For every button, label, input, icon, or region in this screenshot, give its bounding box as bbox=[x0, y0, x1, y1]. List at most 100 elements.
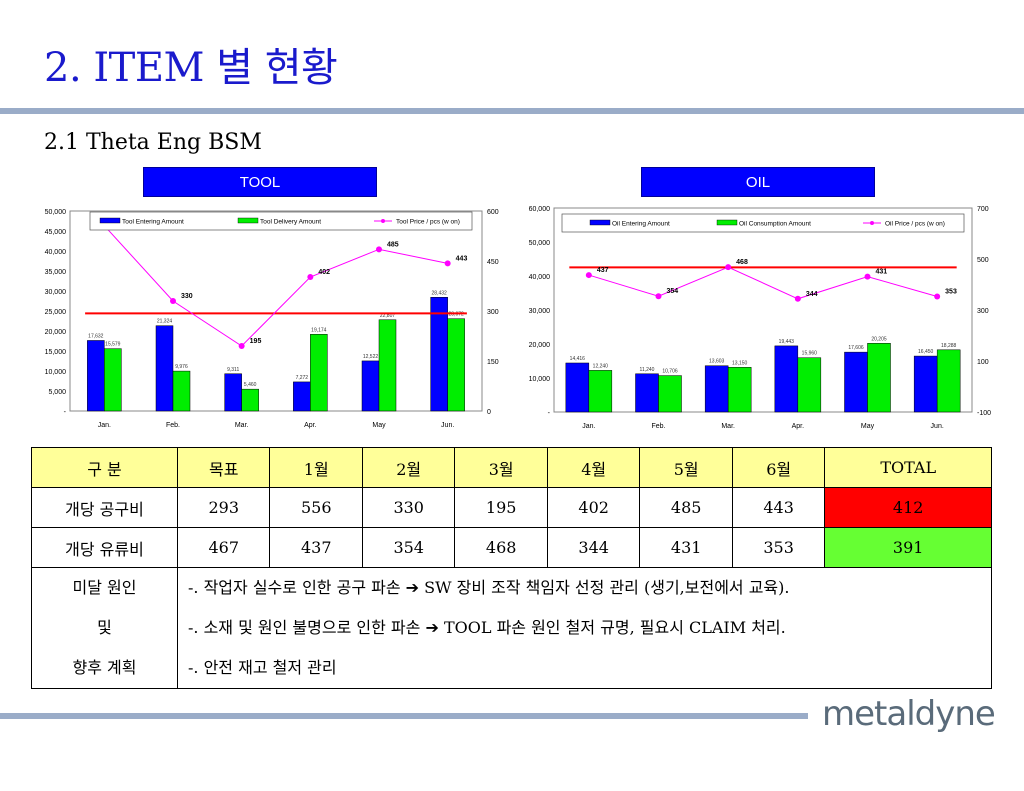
header-category: 구 분 bbox=[31, 447, 178, 488]
bar bbox=[378, 319, 397, 412]
y2-tick-label: 450 bbox=[487, 259, 499, 266]
y-tick-label: 30,000 bbox=[45, 289, 67, 296]
bar bbox=[797, 357, 822, 413]
bar-data-label: 21,324 bbox=[157, 319, 173, 325]
y-tick-label: 25,000 bbox=[45, 309, 67, 316]
bar bbox=[658, 375, 682, 413]
plot-area bbox=[553, 207, 973, 413]
bar-data-label: 13,150 bbox=[732, 360, 748, 366]
bar bbox=[104, 348, 122, 412]
bar bbox=[727, 367, 752, 413]
bar bbox=[913, 355, 938, 413]
y2-tick-label: 0 bbox=[487, 409, 491, 416]
page-subtitle: 2.1 Theta Eng BSM bbox=[44, 130, 262, 155]
y-tick-label: 45,000 bbox=[45, 229, 67, 236]
x-tick-label: May bbox=[372, 422, 386, 429]
bar-data-label: 11,240 bbox=[640, 367, 655, 373]
bar bbox=[565, 362, 590, 413]
y2-tick-label: 600 bbox=[487, 209, 499, 216]
row-month-value: 556 bbox=[269, 487, 363, 528]
y2-tick-label: 300 bbox=[977, 308, 989, 315]
legend-label: Tool Delivery Amount bbox=[260, 219, 321, 226]
title-divider bbox=[0, 108, 1024, 114]
row-month-value: 431 bbox=[639, 527, 733, 568]
bar-data-label: 22,807 bbox=[380, 313, 396, 319]
legend-swatch bbox=[99, 217, 121, 224]
bar-data-label: 28,432 bbox=[432, 290, 448, 296]
x-tick-label: Jun. bbox=[441, 422, 454, 429]
bar bbox=[447, 318, 465, 412]
row-month-value: 485 bbox=[639, 487, 733, 528]
plan-line: -. 작업자 실수로 인한 공구 파손 ➔ SW 장비 조작 책임자 선정 관리… bbox=[188, 578, 790, 597]
y-tick-label: 20,000 bbox=[45, 329, 67, 336]
y-tick-label: 60,000 bbox=[529, 206, 551, 213]
row-label: 개당 공구비 bbox=[31, 487, 178, 528]
x-tick-label: May bbox=[861, 423, 875, 430]
legend bbox=[561, 213, 965, 233]
oil-chart: - 10,000 20,000 30,000 40,000 50,000 60,000 -10… bbox=[529, 206, 992, 430]
price-data-label: 330 bbox=[181, 293, 193, 300]
x-tick-label: Mar. bbox=[721, 423, 735, 430]
bar bbox=[155, 325, 174, 412]
bar bbox=[844, 351, 868, 413]
price-data-label: 354 bbox=[667, 288, 679, 295]
bar bbox=[774, 345, 799, 413]
legend-label: Tool Entering Amount bbox=[122, 219, 184, 226]
y-tick-label: 5,000 bbox=[48, 389, 66, 396]
price-line bbox=[103, 225, 448, 347]
y-tick-label: 20,000 bbox=[529, 342, 551, 349]
bar-data-label: 14,416 bbox=[570, 356, 586, 362]
oil-chart-header: OIL bbox=[641, 167, 875, 197]
price-point bbox=[934, 293, 941, 300]
price-data-label: 195 bbox=[250, 338, 262, 345]
price-point bbox=[170, 298, 176, 304]
plan-label-line: 미달 원인 bbox=[72, 578, 137, 597]
legend-label: Oil Consumption Amount bbox=[739, 221, 811, 228]
summary-table: 구 분 목표 1월 2월 3월 4월 5월 6월 TOTAL 개당 공구비 29… bbox=[31, 447, 992, 689]
bar bbox=[87, 340, 105, 412]
bar bbox=[310, 334, 328, 412]
bar bbox=[224, 373, 242, 412]
bar bbox=[867, 343, 891, 413]
y-tick-label: 10,000 bbox=[45, 369, 67, 376]
tool-chart-header: TOOL bbox=[143, 167, 377, 197]
y2-tick-label: -100 bbox=[977, 410, 991, 417]
y-tick-label: - bbox=[548, 410, 551, 417]
y-tick-label: 50,000 bbox=[529, 240, 551, 247]
row-target: 467 bbox=[176, 527, 271, 568]
price-point bbox=[376, 246, 382, 253]
table-header-row: 구 분 목표 1월 2월 3월 4월 5월 6월 TOTAL bbox=[31, 447, 992, 488]
price-data-label: 485 bbox=[387, 241, 399, 248]
price-point bbox=[238, 343, 245, 349]
plan-label: 미달 원인 및 향후 계획 bbox=[31, 567, 178, 689]
row-month-value: 344 bbox=[546, 527, 641, 568]
bar-data-label: 13,603 bbox=[709, 359, 725, 365]
x-tick-label: Apr. bbox=[304, 422, 317, 429]
legend-marker bbox=[381, 219, 385, 223]
price-data-label: 443 bbox=[456, 255, 468, 262]
price-line bbox=[588, 266, 938, 300]
bar bbox=[588, 370, 613, 413]
y2-tick-label: 500 bbox=[977, 257, 989, 264]
table-row: 개당 유류비 467 437 354 468 344 431 353 391 bbox=[31, 527, 992, 568]
price-data-label: 353 bbox=[945, 288, 957, 295]
tool-chart: - 5,000 10,000 15,000 20,000 25,000 30,000 35,0… bbox=[45, 209, 499, 429]
x-tick-label: Jan. bbox=[98, 422, 111, 429]
plan-label-line: 및 bbox=[97, 618, 112, 637]
legend-swatch bbox=[237, 217, 259, 224]
price-point bbox=[655, 293, 662, 300]
row-month-value: 468 bbox=[454, 527, 548, 568]
row-month-value: 353 bbox=[731, 527, 826, 568]
header-total: TOTAL bbox=[824, 447, 992, 488]
header-month-4: 4월 bbox=[546, 447, 641, 488]
x-tick-label: Feb. bbox=[166, 422, 180, 429]
legend-swatch bbox=[589, 219, 611, 226]
header-month-2: 2월 bbox=[361, 447, 456, 488]
y-tick-label: 40,000 bbox=[529, 274, 551, 281]
bar-data-label: 15,960 bbox=[802, 351, 818, 357]
y-tick-label: 30,000 bbox=[529, 308, 551, 315]
bar-data-label: 19,443 bbox=[779, 339, 795, 345]
bar bbox=[361, 360, 380, 412]
header-month-1: 1월 bbox=[269, 447, 363, 488]
bar-data-label: 5,460 bbox=[244, 382, 257, 388]
